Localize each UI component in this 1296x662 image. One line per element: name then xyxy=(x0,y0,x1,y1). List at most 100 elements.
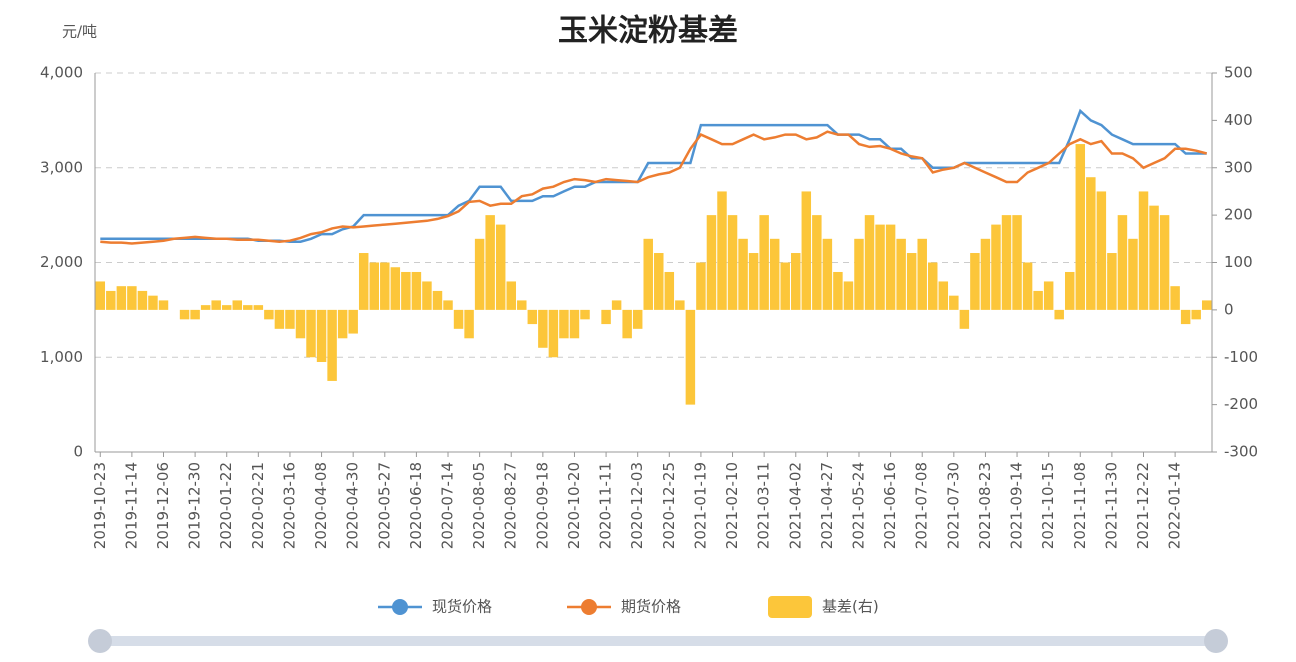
bar xyxy=(822,238,833,310)
bar xyxy=(748,253,759,310)
slider-handle[interactable] xyxy=(1204,629,1228,653)
legend-marker xyxy=(581,599,597,615)
x-tick-label: 2020-08-05 xyxy=(470,462,488,549)
line xyxy=(100,130,1208,245)
x-tick-label: 2020-01-22 xyxy=(217,462,235,549)
bar xyxy=(453,309,464,329)
bar xyxy=(495,224,506,310)
bar xyxy=(991,224,1001,310)
bar xyxy=(380,262,390,310)
bar xyxy=(1086,177,1096,310)
bar xyxy=(1033,290,1043,310)
bar xyxy=(95,281,106,310)
bar xyxy=(369,262,379,310)
bar xyxy=(337,309,348,339)
bar xyxy=(622,309,632,339)
bar xyxy=(253,305,264,310)
legend-label: 期货价格 xyxy=(621,598,681,616)
bar xyxy=(506,281,516,310)
bar xyxy=(717,191,727,310)
bar xyxy=(1117,215,1128,310)
slider[interactable] xyxy=(88,629,1228,653)
slider-handle[interactable] xyxy=(88,629,112,653)
x-tick-label: 2021-06-16 xyxy=(881,462,899,549)
bar xyxy=(422,281,432,310)
y-axis-unit: 元/吨 xyxy=(62,23,97,41)
bar xyxy=(833,271,843,310)
y2-tick-label: -200 xyxy=(1224,395,1258,413)
bar xyxy=(1054,309,1064,320)
y-tick-label: 4,000 xyxy=(40,64,83,82)
bar xyxy=(1001,215,1012,310)
bar xyxy=(791,253,801,310)
x-tick-label: 2020-11-11 xyxy=(597,462,615,549)
bar xyxy=(780,262,790,310)
y-tick-label: 1,000 xyxy=(40,348,83,366)
x-tick-label: 2019-10-23 xyxy=(91,462,109,549)
x-tick-label: 2021-08-23 xyxy=(976,462,994,549)
bar xyxy=(295,309,306,339)
slider-track[interactable] xyxy=(98,636,1218,646)
bar xyxy=(949,295,959,310)
bar xyxy=(1128,238,1138,310)
x-tick-label: 2022-01-14 xyxy=(1166,462,1184,549)
bar xyxy=(906,253,917,310)
bar xyxy=(348,309,358,334)
x-tick-label: 2021-02-10 xyxy=(723,462,741,549)
y2-tick-label: 100 xyxy=(1224,253,1253,271)
bar xyxy=(232,300,243,310)
x-tick-label: 2021-11-08 xyxy=(1071,462,1089,549)
x-tick-label: 2020-04-30 xyxy=(344,462,362,549)
bar xyxy=(569,309,580,339)
bar xyxy=(664,271,675,310)
bar xyxy=(1064,271,1075,310)
bar xyxy=(274,309,285,329)
bar xyxy=(580,309,590,320)
bar xyxy=(738,238,748,310)
bar xyxy=(1043,281,1054,310)
bar xyxy=(116,286,127,310)
bar xyxy=(200,305,211,310)
bar xyxy=(727,215,738,310)
bar xyxy=(221,305,232,310)
bar xyxy=(959,309,970,329)
bar xyxy=(464,309,474,339)
legend-marker xyxy=(768,596,812,618)
bar xyxy=(643,238,653,310)
bar xyxy=(358,253,369,310)
y-tick-label: 2,000 xyxy=(40,253,83,271)
bar xyxy=(538,309,548,348)
y2-tick-label: 400 xyxy=(1224,111,1253,129)
x-tick-label: 2020-05-27 xyxy=(375,462,393,549)
bar xyxy=(474,238,485,310)
bar xyxy=(1138,191,1149,310)
bar xyxy=(759,215,769,310)
bar xyxy=(411,271,422,310)
y2-tick-label: 0 xyxy=(1224,300,1234,318)
bar xyxy=(264,309,274,320)
bar xyxy=(1201,300,1212,310)
bar xyxy=(485,215,495,310)
bar xyxy=(1107,253,1117,310)
bar xyxy=(1170,286,1180,310)
bar xyxy=(801,191,812,310)
x-tick-label: 2020-09-18 xyxy=(533,462,551,549)
bar xyxy=(1180,309,1191,325)
y2-tick-label: 300 xyxy=(1224,158,1253,176)
bar xyxy=(970,253,980,310)
x-tick-label: 2020-02-21 xyxy=(249,462,267,549)
x-tick-label: 2021-12-22 xyxy=(1134,462,1152,549)
x-tick-label: 2020-03-16 xyxy=(280,462,298,549)
x-tick-label: 2020-06-18 xyxy=(407,462,425,549)
bar xyxy=(685,309,696,405)
bar xyxy=(864,215,875,310)
x-tick-label: 2021-03-11 xyxy=(755,462,773,549)
x-tick-label: 2020-12-25 xyxy=(660,462,678,549)
y-tick-label: 3,000 xyxy=(40,158,83,176)
x-tick-label: 2021-11-30 xyxy=(1102,462,1120,549)
x-tick-label: 2020-08-27 xyxy=(502,462,520,549)
x-tick-label: 2020-10-20 xyxy=(565,462,583,549)
bar xyxy=(443,300,453,310)
legend-label: 现货价格 xyxy=(432,598,492,616)
bar xyxy=(390,267,401,310)
